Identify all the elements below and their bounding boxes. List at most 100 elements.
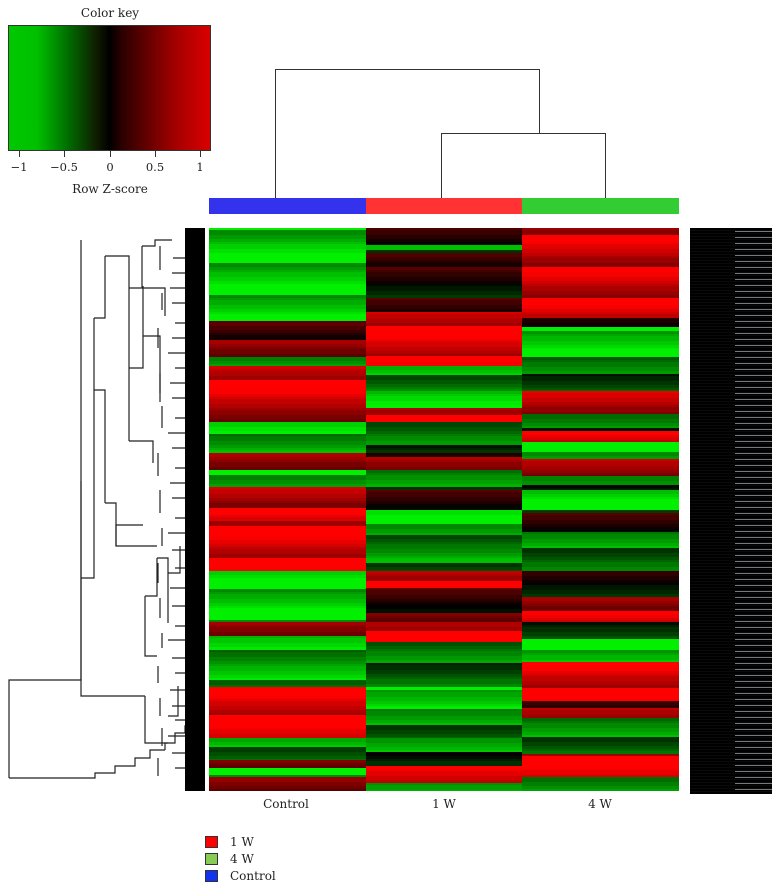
heatmap-row-band xyxy=(522,333,679,337)
heatmap-row-band xyxy=(522,745,679,750)
heatmap-row-band xyxy=(365,581,523,586)
heatmap-row-band xyxy=(365,534,523,540)
heatmap-row-band xyxy=(522,519,679,524)
heatmap-row-band xyxy=(522,523,679,527)
heatmap-row-band xyxy=(209,532,366,536)
heatmap-row-band xyxy=(365,552,523,557)
heatmap-row-band xyxy=(209,666,366,672)
heatmap-row-band xyxy=(209,493,366,499)
heatmap-row-band xyxy=(522,480,679,486)
heatmap-row-band xyxy=(365,253,523,258)
heatmap-row-band xyxy=(209,286,366,292)
heatmap-row-band xyxy=(522,402,679,406)
column-label-control: Control xyxy=(263,797,309,811)
heatmap-row-band xyxy=(209,457,366,461)
heatmap-row-band xyxy=(209,546,366,550)
heatmap-row-band xyxy=(365,500,523,505)
heatmap-row-band xyxy=(522,360,679,363)
heatmap-row-band xyxy=(522,622,679,626)
heatmap-row-band xyxy=(365,532,523,536)
heatmap-row-band xyxy=(522,666,679,671)
heatmap-row-band xyxy=(522,707,679,711)
heatmap-row-band xyxy=(365,782,523,786)
heatmap-row-band xyxy=(522,503,679,509)
heatmap-row-band xyxy=(522,270,679,273)
heatmap-row-band xyxy=(365,298,523,301)
heatmap-row-band xyxy=(365,487,523,490)
heatmap-row-band xyxy=(522,583,679,586)
heatmap-row-band xyxy=(365,386,523,390)
heatmap-row-band xyxy=(209,580,366,586)
heatmap-row-band xyxy=(365,239,523,243)
heatmap-row-band xyxy=(365,337,523,341)
heatmap-row-band xyxy=(209,516,366,522)
heatmap-row-band xyxy=(522,286,679,292)
heatmap-row-band xyxy=(522,788,679,791)
heatmap-row-band xyxy=(522,390,679,392)
heatmap-row-band xyxy=(365,496,523,502)
heatmap-row-band xyxy=(365,257,523,261)
heatmap-row-band xyxy=(365,270,523,273)
heatmap-row-band xyxy=(365,453,523,458)
heatmap-row-band xyxy=(522,526,679,529)
heatmap-row-band xyxy=(522,312,679,315)
heatmap-row-band xyxy=(209,664,366,667)
heatmap-row-band xyxy=(365,379,523,385)
heatmap-row-band xyxy=(522,474,679,477)
heatmap-row-band xyxy=(522,638,679,642)
heatmap-row-band xyxy=(209,746,366,752)
heatmap-row-band xyxy=(522,326,679,332)
heatmap-row-band xyxy=(365,683,523,688)
heatmap-row-band xyxy=(365,571,523,575)
heatmap-row-band xyxy=(209,529,366,534)
heatmap-row-band xyxy=(365,272,523,278)
heatmap-row-band xyxy=(522,323,679,328)
heatmap-row-band xyxy=(365,434,523,437)
heatmap-row-band xyxy=(209,737,366,742)
heatmap-row-band xyxy=(209,589,366,593)
heatmap-row-band xyxy=(365,673,523,678)
heatmap-row-band xyxy=(209,755,366,759)
heatmap-row-band xyxy=(209,539,366,545)
heatmap-row-band xyxy=(209,272,366,278)
heatmap-row-band xyxy=(209,599,366,604)
heatmap-row-band xyxy=(209,685,366,688)
heatmap-row-band xyxy=(209,647,366,651)
heatmap-row-band xyxy=(522,354,679,358)
heatmap-row-band xyxy=(209,661,366,665)
heatmap-row-band xyxy=(365,595,523,600)
heatmap-row-band xyxy=(209,638,366,644)
heatmap-row-band xyxy=(365,613,523,617)
heatmap-row-band xyxy=(522,398,679,403)
heatmap-row-band xyxy=(365,758,523,762)
heatmap-row-band xyxy=(209,346,366,350)
color-key-tick-label: 0.5 xyxy=(145,160,165,174)
heatmap-row-band xyxy=(365,314,523,320)
heatmap-row-band xyxy=(209,520,366,527)
heatmap-row-band xyxy=(522,484,679,489)
heatmap-row-band xyxy=(209,652,366,658)
heatmap-row-band xyxy=(522,761,679,766)
heatmap-row-band xyxy=(522,413,679,420)
heatmap-column-1w xyxy=(365,228,523,791)
color-key-tick xyxy=(155,151,156,157)
heatmap-row-band xyxy=(365,604,523,610)
heatmap-row-band xyxy=(365,277,523,282)
heatmap-row-band xyxy=(209,339,366,345)
heatmap-row-band xyxy=(209,726,366,730)
heatmap-row-band xyxy=(209,357,366,362)
heatmap-row-band xyxy=(209,714,366,721)
legend-swatch-red xyxy=(205,836,218,848)
heatmap-row-band xyxy=(209,249,366,254)
heatmap-row-band xyxy=(522,576,679,581)
heatmap-row-band xyxy=(365,351,523,355)
heatmap-row-band xyxy=(522,514,679,520)
heatmap-row-band xyxy=(365,518,523,522)
heatmap-row-band xyxy=(365,230,523,236)
heatmap-row-band xyxy=(365,569,523,572)
heatmap-column-4w xyxy=(522,228,679,791)
heatmap-row-band xyxy=(209,462,366,468)
color-key-tick-label: 1 xyxy=(196,160,204,174)
heatmap-row-band xyxy=(522,673,679,676)
heatmap-row-band xyxy=(209,319,366,322)
